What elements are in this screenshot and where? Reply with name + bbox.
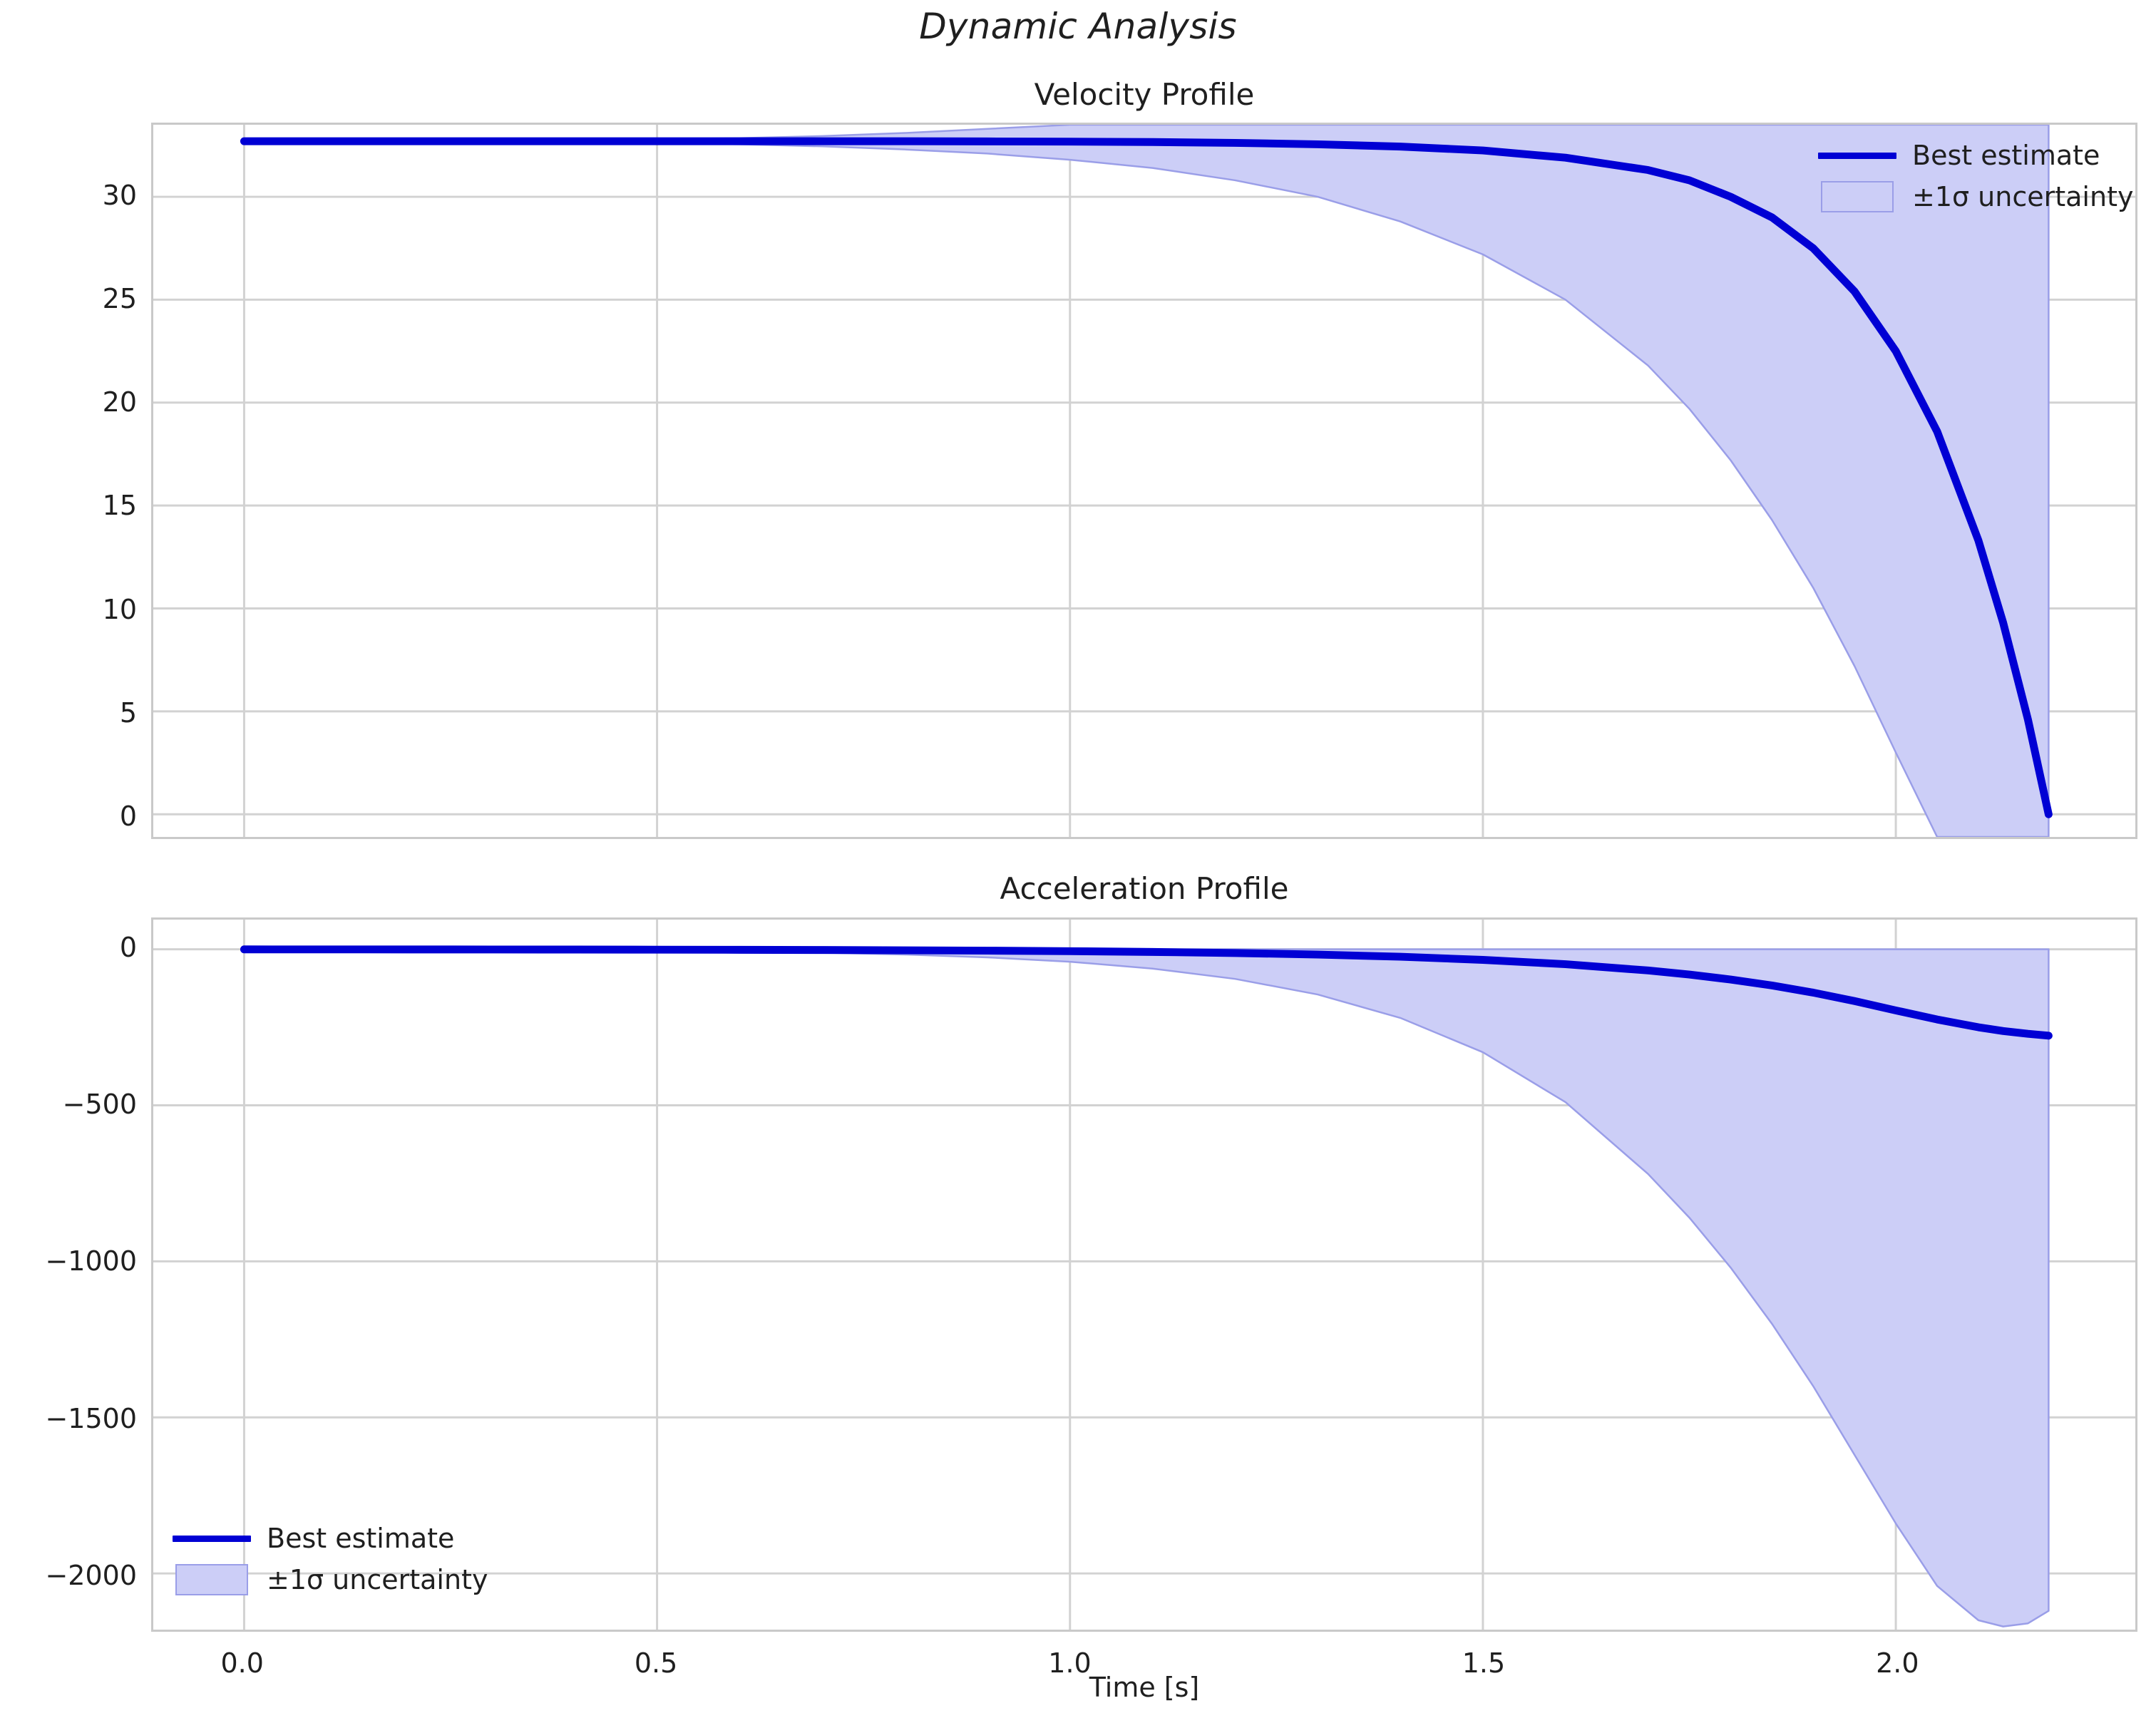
velocity-y-tick: 20: [102, 386, 137, 418]
velocity-legend[interactable]: Best estimate ±1σ uncertainty: [1811, 134, 2140, 218]
x-tick: 1.5: [1462, 1647, 1506, 1679]
acceleration-legend[interactable]: Best estimate ±1σ uncertainty: [165, 1517, 495, 1601]
legend-line-swatch: [1818, 141, 1896, 170]
acceleration-y-tick: −500: [62, 1089, 137, 1121]
legend-patch-swatch: [1818, 181, 1896, 212]
velocity-y-tick: 30: [102, 179, 137, 211]
legend-line-swatch: [173, 1524, 251, 1553]
legend-label-best-estimate: Best estimate: [1912, 140, 2100, 171]
velocity-plot-area: [153, 125, 2135, 837]
velocity-axes: [151, 123, 2137, 839]
legend-label-uncertainty: ±1σ uncertainty: [1912, 181, 2134, 212]
acceleration-plot-area: [153, 920, 2135, 1630]
x-tick: 2.0: [1876, 1647, 1919, 1679]
acceleration-y-tick: −1000: [45, 1245, 137, 1277]
legend-entry-best-estimate[interactable]: Best estimate: [1818, 140, 2133, 171]
velocity-y-tick: 25: [102, 282, 137, 314]
velocity-plot-title: Velocity Profile: [1034, 77, 1255, 112]
legend-label-uncertainty: ±1σ uncertainty: [267, 1564, 488, 1595]
velocity-y-tick: 5: [119, 696, 137, 729]
legend-entry-uncertainty[interactable]: ±1σ uncertainty: [173, 1564, 488, 1595]
x-axis-label: Time [s]: [1089, 1672, 1200, 1703]
legend-entry-best-estimate[interactable]: Best estimate: [173, 1523, 488, 1554]
figure-suptitle: Dynamic Analysis: [919, 6, 1237, 47]
velocity-y-tick: 10: [102, 593, 137, 625]
acceleration-y-tick: −1500: [45, 1402, 137, 1434]
legend-patch-swatch: [173, 1564, 251, 1595]
legend-label-best-estimate: Best estimate: [267, 1523, 455, 1554]
acceleration-axes: [151, 917, 2137, 1632]
acceleration-y-tick: 0: [119, 931, 137, 963]
acceleration-y-tick: −2000: [45, 1559, 137, 1591]
velocity-y-tick: 0: [119, 801, 137, 833]
x-tick: 0.0: [220, 1647, 264, 1679]
x-tick: 1.0: [1048, 1647, 1092, 1679]
legend-entry-uncertainty[interactable]: ±1σ uncertainty: [1818, 181, 2133, 212]
velocity-y-tick: 15: [102, 490, 137, 522]
acceleration-plot-title: Acceleration Profile: [1000, 871, 1289, 906]
x-tick: 0.5: [634, 1647, 678, 1679]
